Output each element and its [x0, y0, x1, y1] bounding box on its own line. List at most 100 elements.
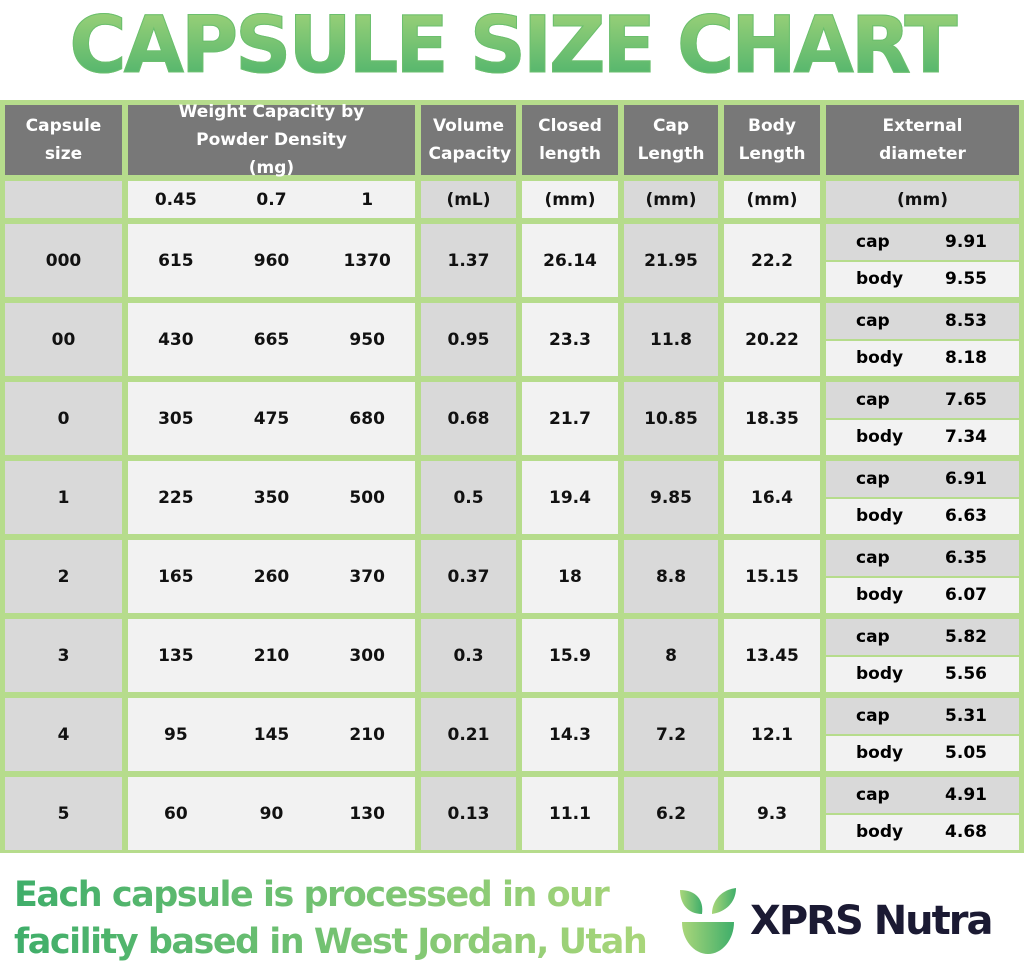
cell-weight-capacity: 95 145 210 — [128, 698, 415, 771]
cell-cap-length: 8.8 — [624, 540, 718, 613]
weight-value: 130 — [349, 803, 385, 824]
weight-value: 305 — [158, 408, 194, 429]
cell-cap-length: 9.85 — [624, 461, 718, 534]
ext-cap-row: cap 4.91 — [826, 777, 1019, 813]
weight-value: 90 — [259, 803, 284, 824]
ext-body-label: body — [856, 743, 904, 764]
density: 0.45 — [154, 189, 197, 210]
weight-value: 665 — [253, 329, 290, 350]
unit-body: (mm) — [724, 181, 820, 218]
cell-volume: 0.3 — [421, 619, 516, 692]
unit-ext: (mm) — [826, 181, 1019, 218]
cell-weight-capacity: 135 210 300 — [128, 619, 415, 692]
cell-closed-length: 15.9 — [522, 619, 618, 692]
cell-body-length: 9.3 — [724, 777, 820, 850]
cell-closed-length: 19.4 — [522, 461, 618, 534]
unit-closed: (mm) — [522, 181, 618, 218]
ext-cap-value: 6.91 — [945, 468, 987, 489]
cell-body-length: 22.2 — [724, 224, 820, 297]
header-body-text: Body Length — [738, 116, 806, 164]
cell-cap-length: 11.8 — [624, 303, 718, 376]
ext-cap-value: 9.91 — [945, 231, 987, 252]
ext-body-value: 9.55 — [945, 269, 987, 290]
header-weight-text: Weight Capacity by Powder Density (mg) — [178, 102, 365, 178]
cell-external-diameter: cap 9.91 body 9.55 — [826, 224, 1019, 297]
cell-external-diameter: cap 6.35 body 6.07 — [826, 540, 1019, 613]
cell-external-diameter: cap 5.82 body 5.56 — [826, 619, 1019, 692]
cell-capsule-size: 1 — [5, 461, 122, 534]
page-title: CAPSULE SIZE CHART — [0, 0, 1024, 96]
weight-value: 950 — [349, 329, 385, 350]
cell-volume: 0.95 — [421, 303, 516, 376]
cell-external-diameter: cap 8.53 body 8.18 — [826, 303, 1019, 376]
density: 1 — [361, 189, 374, 210]
cell-weight-capacity: 60 90 130 — [128, 777, 415, 850]
header-ext-text: External diameter — [879, 116, 966, 164]
weight-value: 350 — [253, 487, 290, 508]
cell-closed-length: 23.3 — [522, 303, 618, 376]
weight-value: 960 — [253, 250, 290, 271]
ext-body-value: 5.56 — [945, 664, 987, 685]
ext-body-row: body 9.55 — [826, 261, 1019, 297]
cell-capsule-size: 00 — [5, 303, 122, 376]
weight-value: 145 — [253, 724, 290, 745]
unit-size — [5, 181, 122, 218]
footer-text: Each capsule is processed in our facilit… — [14, 872, 646, 966]
cell-cap-length: 8 — [624, 619, 718, 692]
ext-body-value: 6.07 — [945, 585, 987, 606]
ext-cap-label: cap — [856, 310, 890, 331]
ext-cap-row: cap 5.82 — [826, 619, 1019, 655]
ext-body-value: 5.05 — [945, 743, 987, 764]
ext-body-value: 8.18 — [945, 348, 987, 369]
weight-value: 1370 — [343, 250, 391, 271]
cell-weight-capacity: 225 350 500 — [128, 461, 415, 534]
cell-body-length: 15.15 — [724, 540, 820, 613]
cell-cap-length: 21.95 — [624, 224, 718, 297]
cell-weight-capacity: 615 960 1370 — [128, 224, 415, 297]
unit-densities: 0.45 0.7 1 — [128, 181, 415, 218]
cell-weight-capacity: 430 665 950 — [128, 303, 415, 376]
ext-cap-value: 7.65 — [945, 389, 987, 410]
weight-value: 135 — [158, 645, 194, 666]
ext-cap-row: cap 7.65 — [826, 382, 1019, 418]
cell-cap-length: 7.2 — [624, 698, 718, 771]
density: 0.7 — [256, 189, 287, 210]
weight-value: 500 — [349, 487, 385, 508]
ext-cap-value: 6.35 — [945, 547, 987, 568]
footer-line-1: Each capsule is processed in our — [14, 875, 609, 915]
ext-body-label: body — [856, 664, 904, 685]
ext-cap-row: cap 6.91 — [826, 461, 1019, 497]
ext-cap-row: cap 5.31 — [826, 698, 1019, 734]
cell-body-length: 16.4 — [724, 461, 820, 534]
cell-body-length: 18.35 — [724, 382, 820, 455]
cell-closed-length: 14.3 — [522, 698, 618, 771]
capsule-size-table: Capsule size Weight Capacity by Powder D… — [0, 100, 1024, 853]
cell-body-length: 20.22 — [724, 303, 820, 376]
ext-body-label: body — [856, 585, 904, 606]
cell-capsule-size: 0 — [5, 382, 122, 455]
ext-cap-label: cap — [856, 784, 890, 805]
cell-body-length: 12.1 — [724, 698, 820, 771]
ext-body-row: body 8.18 — [826, 340, 1019, 376]
cell-external-diameter: cap 5.31 body 5.05 — [826, 698, 1019, 771]
header-volume-text: Volume Capacity — [428, 116, 512, 164]
ext-cap-label: cap — [856, 705, 890, 726]
header-body: Body Length — [724, 105, 820, 175]
weight-value: 95 — [163, 724, 188, 745]
unit-volume: (mL) — [421, 181, 516, 218]
ext-cap-label: cap — [856, 389, 890, 410]
cell-capsule-size: 2 — [5, 540, 122, 613]
header-volume: Volume Capacity — [421, 105, 516, 175]
cell-closed-length: 11.1 — [522, 777, 618, 850]
header-capsule-size: Capsule size — [5, 105, 122, 175]
cell-external-diameter: cap 6.91 body 6.63 — [826, 461, 1019, 534]
ext-cap-value: 5.82 — [945, 626, 987, 647]
header-cap: Cap Length — [624, 105, 718, 175]
weight-value: 210 — [253, 645, 290, 666]
ext-body-label: body — [856, 822, 904, 843]
weight-value: 430 — [158, 329, 194, 350]
ext-body-row: body 6.63 — [826, 498, 1019, 534]
ext-cap-label: cap — [856, 626, 890, 647]
footer-line-2: facility based in West Jordan, Utah — [14, 922, 647, 962]
ext-body-label: body — [856, 269, 904, 290]
